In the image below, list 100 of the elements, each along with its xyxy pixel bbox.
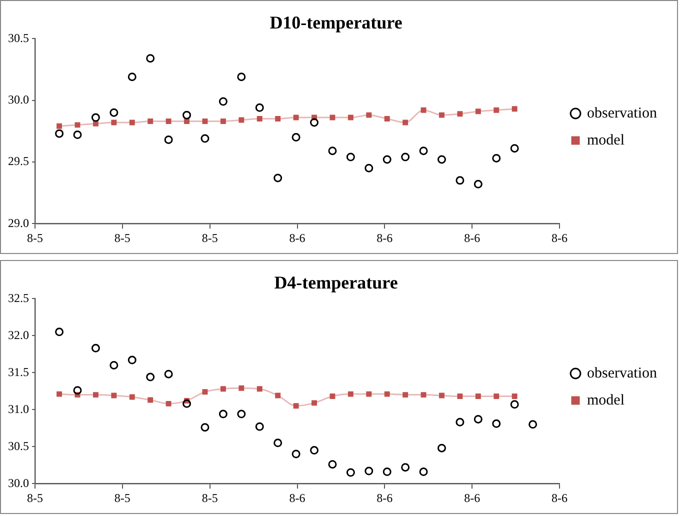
y-tick-label: 29.0 [8, 216, 29, 230]
point [474, 180, 482, 188]
x-tick-label: 8-6 [464, 490, 480, 505]
x-tick-label: 8-5 [202, 490, 218, 505]
point [312, 400, 317, 406]
point [401, 463, 410, 472]
x-tick-label: 8-5 [27, 490, 43, 505]
point [494, 107, 500, 113]
point [475, 108, 481, 114]
y-tick-label: 31.5 [8, 364, 29, 379]
point [401, 152, 410, 162]
point [237, 72, 246, 82]
point [111, 392, 117, 398]
point [346, 152, 355, 162]
point [457, 111, 463, 117]
point [148, 397, 154, 403]
x-tick-label: 8-5 [27, 230, 43, 245]
point [73, 386, 82, 395]
legend-label: model [587, 392, 625, 408]
point [330, 394, 336, 400]
point [293, 403, 299, 409]
point [166, 118, 172, 124]
point [148, 118, 154, 124]
point [275, 116, 281, 122]
y-tick-label: 30.5 [8, 30, 29, 45]
point [166, 400, 172, 406]
x-tick-label: 8-6 [376, 230, 393, 245]
point [146, 372, 155, 382]
point [146, 54, 155, 63]
point [56, 123, 62, 129]
point [456, 418, 464, 426]
point [220, 118, 226, 124]
point [184, 118, 190, 124]
point [364, 164, 374, 172]
point [73, 130, 82, 140]
point [202, 118, 208, 124]
point [218, 410, 228, 418]
point [475, 394, 481, 400]
point [456, 176, 464, 185]
point [255, 103, 264, 112]
x-tick-label: 8-6 [464, 230, 480, 245]
point [384, 116, 390, 122]
x-tick-label: 8-5 [114, 490, 130, 505]
point [220, 386, 226, 392]
x-tick-label: 8-6 [552, 490, 568, 505]
point [256, 386, 262, 392]
point [129, 394, 135, 400]
point [366, 112, 372, 118]
point [419, 468, 428, 476]
point [110, 360, 118, 370]
point [275, 392, 281, 398]
point [437, 155, 446, 164]
point [328, 460, 337, 469]
point [348, 391, 354, 397]
x-tick-label: 8-5 [202, 230, 218, 245]
y-tick-label: 32.5 [8, 290, 29, 305]
chart-title: D4-temperature [274, 272, 398, 292]
point [439, 392, 444, 398]
legend-label: observation [587, 105, 658, 122]
point [420, 107, 426, 113]
point [512, 106, 518, 112]
point [420, 392, 426, 398]
point [492, 154, 501, 162]
point [439, 112, 444, 118]
point [437, 444, 446, 452]
point [238, 385, 244, 391]
point [528, 420, 538, 429]
point [91, 344, 100, 352]
point [55, 328, 64, 336]
point [128, 356, 136, 364]
point [310, 118, 319, 127]
point [293, 114, 299, 120]
point [366, 391, 372, 397]
point [164, 370, 173, 378]
point [92, 392, 98, 398]
point [457, 394, 463, 400]
y-tick-label: 30.0 [8, 476, 29, 490]
point [274, 438, 282, 448]
x-tick-label: 8-5 [114, 230, 130, 245]
point [74, 122, 80, 128]
point [494, 394, 500, 400]
point [402, 120, 408, 126]
point [129, 120, 135, 126]
point [382, 468, 392, 476]
point [346, 468, 355, 477]
point [510, 144, 519, 153]
legend-label: observation [587, 365, 658, 382]
point [200, 423, 210, 432]
point [91, 113, 100, 122]
y-tick-label: 29.5 [8, 154, 29, 168]
x-tick-label: 8-6 [376, 490, 393, 505]
point [310, 446, 319, 455]
point [111, 120, 117, 126]
point [512, 394, 518, 400]
point [382, 155, 392, 164]
point [274, 174, 282, 182]
legend-label: model [587, 132, 625, 148]
x-tick-label: 8-6 [289, 230, 306, 245]
point [92, 120, 98, 126]
y-tick-label: 31.0 [8, 402, 29, 416]
